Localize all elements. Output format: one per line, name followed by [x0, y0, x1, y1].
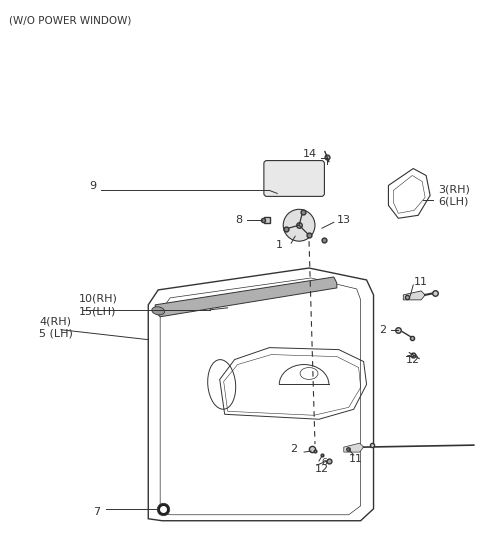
Ellipse shape: [152, 307, 165, 315]
Text: 3(RH)
6(LH): 3(RH) 6(LH): [438, 184, 470, 207]
Text: 2: 2: [290, 444, 297, 454]
Text: 8: 8: [235, 216, 242, 225]
Polygon shape: [403, 291, 425, 300]
Text: 11: 11: [349, 454, 363, 464]
Text: 2: 2: [379, 325, 386, 335]
Text: 10(RH)
15(LH): 10(RH) 15(LH): [79, 294, 118, 316]
Text: 12: 12: [406, 354, 420, 364]
Text: 9: 9: [90, 182, 96, 191]
Text: 11: 11: [414, 277, 428, 287]
Text: 7: 7: [94, 507, 101, 517]
Circle shape: [283, 210, 315, 241]
Polygon shape: [344, 443, 364, 452]
FancyBboxPatch shape: [264, 161, 324, 196]
Text: 12: 12: [315, 464, 329, 474]
Text: 14: 14: [303, 149, 317, 159]
Text: 6: 6: [321, 457, 327, 467]
Text: (W/O POWER WINDOW): (W/O POWER WINDOW): [9, 15, 132, 25]
Text: 1: 1: [276, 240, 283, 250]
Text: 13: 13: [337, 216, 351, 225]
Text: 4(RH)
5 (LH): 4(RH) 5 (LH): [39, 317, 73, 339]
Polygon shape: [155, 277, 337, 317]
